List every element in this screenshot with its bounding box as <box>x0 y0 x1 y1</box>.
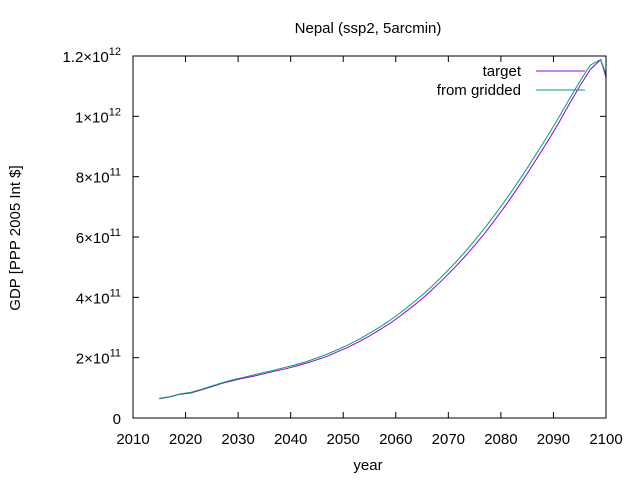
x-tick-label: 2050 <box>327 431 360 448</box>
y-tick-mantissa: 8×10 <box>76 170 110 187</box>
y-tick-label: 2×1011 <box>76 348 121 368</box>
legend: target from gridded <box>437 63 585 99</box>
y-tick-exponent: 11 <box>110 227 121 239</box>
x-axis-label: year <box>353 457 382 474</box>
chart-title: Nepal (ssp2, 5arcmin) <box>295 20 442 37</box>
x-tick-label: 2080 <box>484 431 517 448</box>
y-tick-mantissa: 6×10 <box>76 230 110 247</box>
y-tick-exponent: 11 <box>110 287 121 299</box>
y-tick-mantissa: 1.2×10 <box>62 49 108 66</box>
x-tick-label: 2090 <box>537 431 570 448</box>
y-tick-mantissa: 0 <box>113 411 121 428</box>
y-tick-mantissa: 1×10 <box>75 109 109 126</box>
y-tick-label: 0 <box>113 411 121 428</box>
y-tick-label: 1×1012 <box>75 106 121 126</box>
legend-label: target <box>483 63 522 80</box>
x-tick-label: 2100 <box>589 431 622 448</box>
x-tick-label: 2010 <box>116 431 149 448</box>
x-tick-label: 2030 <box>221 431 254 448</box>
y-tick-label: 8×1011 <box>76 167 121 187</box>
x-tick-label: 2060 <box>379 431 412 448</box>
y-tick-exponent: 12 <box>109 106 121 118</box>
y-tick-exponent: 11 <box>110 348 121 360</box>
x-tick-label: 2040 <box>274 431 307 448</box>
y-tick-mantissa: 2×10 <box>76 351 110 368</box>
plot-frame <box>132 55 607 419</box>
y-tick-exponent: 12 <box>109 46 121 58</box>
x-tick-label: 2070 <box>432 431 465 448</box>
y-tick-exponent: 11 <box>110 167 121 179</box>
x-tick-label: 2020 <box>169 431 202 448</box>
legend-label: from gridded <box>437 82 521 99</box>
y-tick-label: 1.2×1012 <box>62 46 121 66</box>
series-line-0 <box>159 58 607 400</box>
y-tick-mantissa: 4×10 <box>76 290 110 307</box>
y-tick-label: 4×1011 <box>76 287 121 307</box>
y-tick-label: 6×1011 <box>76 227 121 247</box>
series-line-1 <box>159 58 607 399</box>
y-axis-label: GDP [PPP 2005 Int $] <box>7 165 24 310</box>
